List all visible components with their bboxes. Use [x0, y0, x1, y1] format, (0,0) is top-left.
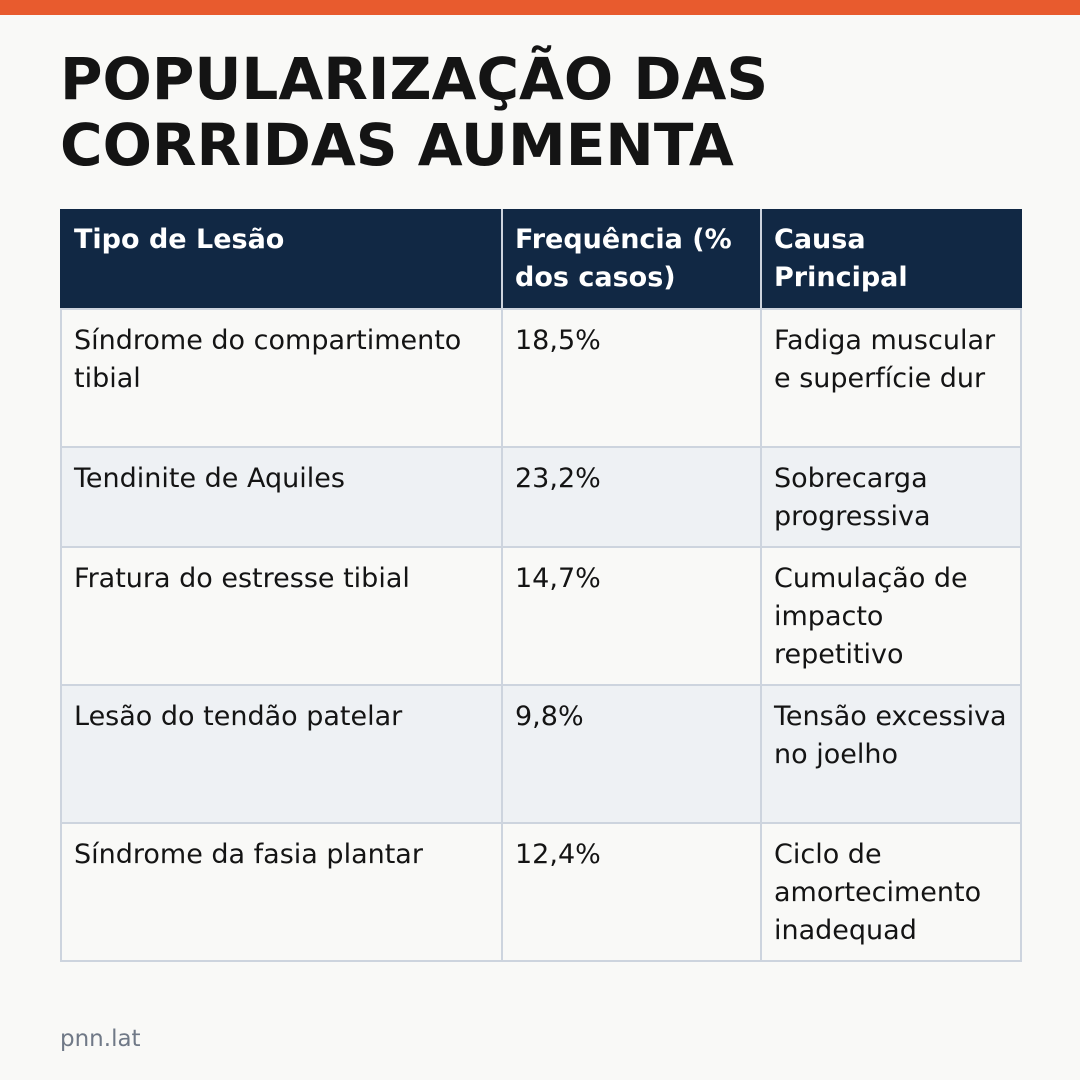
injury-type-text: Fratura do estresse tibial	[74, 563, 410, 594]
cell-injury-type: Tendinite de Aquiles	[60, 446, 503, 548]
table-header-row: Tipo de Lesão Frequência (% dos casos) C…	[60, 209, 1022, 310]
cell-injury-type: Lesão do tendão patelar	[60, 684, 503, 824]
cell-frequency: 14,7%	[501, 546, 762, 686]
source-credit: pnn.lat	[60, 1026, 141, 1052]
injury-type-text: Síndrome do compartimento tibial	[74, 325, 462, 394]
table-row: Síndrome do compartimento tibial 18,5% F…	[60, 308, 1022, 448]
frequency-text: 9,8%	[515, 701, 584, 732]
cell-main-cause: Ciclo de amortecimento inadequad	[760, 822, 1022, 962]
main-cause-text: Ciclo de amortecimento inadequad	[774, 839, 982, 946]
injury-type-text: Tendinite de Aquiles	[74, 463, 345, 494]
cell-main-cause: Tensão excessiva no joelho	[760, 684, 1022, 824]
frequency-text: 12,4%	[515, 839, 601, 870]
main-cause-text: Fadiga muscular e superfície dur	[774, 325, 996, 394]
header-frequency: Frequência (% dos casos)	[501, 209, 762, 310]
cell-main-cause: Fadiga muscular e superfície dur	[760, 308, 1022, 448]
table-row: Fratura do estresse tibial 14,7% Cumulaç…	[60, 546, 1022, 686]
cell-main-cause: Cumulação de impacto repetitivo	[760, 546, 1022, 686]
injury-table: Tipo de Lesão Frequência (% dos casos) C…	[60, 209, 1022, 962]
cell-frequency: 23,2%	[501, 446, 762, 548]
header-injury-type: Tipo de Lesão	[60, 209, 503, 310]
header-main-cause: Causa Principal	[760, 209, 1022, 310]
main-cause-text: Sobrecarga progressiva	[774, 463, 931, 532]
table-row: Tendinite de Aquiles 23,2% Sobrecarga pr…	[60, 446, 1022, 548]
cell-frequency: 18,5%	[501, 308, 762, 448]
accent-bar	[0, 0, 1080, 15]
cell-frequency: 12,4%	[501, 822, 762, 962]
headline: POPULARIZAÇÃO DAS CORRIDAS AUMENTA	[60, 45, 769, 179]
cell-frequency: 9,8%	[501, 684, 762, 824]
main-cause-text: Cumulação de impacto repetitivo	[774, 563, 968, 670]
cell-main-cause: Sobrecarga progressiva	[760, 446, 1022, 548]
frequency-text: 23,2%	[515, 463, 601, 494]
table-row: Síndrome da fasia plantar 12,4% Ciclo de…	[60, 822, 1022, 962]
cell-injury-type: Fratura do estresse tibial	[60, 546, 503, 686]
injury-type-text: Síndrome da fasia plantar	[74, 839, 423, 870]
injury-type-text: Lesão do tendão patelar	[74, 701, 403, 732]
main-cause-text: Tensão excessiva no joelho	[774, 701, 1007, 770]
cell-injury-type: Síndrome do compartimento tibial	[60, 308, 503, 448]
cell-injury-type: Síndrome da fasia plantar	[60, 822, 503, 962]
injury-table-container: Tipo de Lesão Frequência (% dos casos) C…	[60, 209, 1022, 962]
frequency-text: 14,7%	[515, 563, 601, 594]
frequency-text: 18,5%	[515, 325, 601, 356]
table-row: Lesão do tendão patelar 9,8% Tensão exce…	[60, 684, 1022, 824]
